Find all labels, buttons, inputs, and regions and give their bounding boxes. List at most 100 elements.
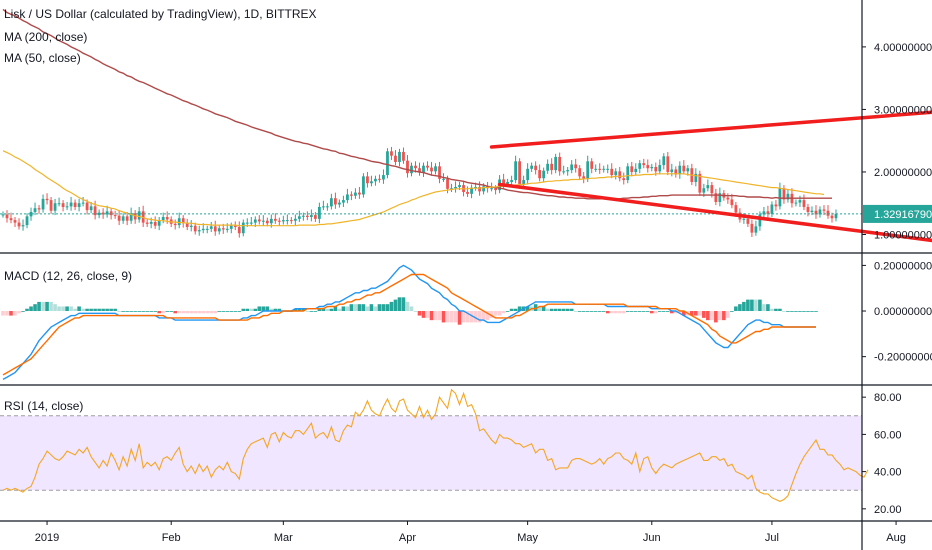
candle-body[interactable] (233, 225, 237, 227)
trendline-upper[interactable] (489, 109, 932, 149)
candle-body[interactable] (370, 181, 373, 184)
candle-body[interactable] (121, 216, 125, 221)
candle-body[interactable] (434, 166, 437, 172)
candle-body[interactable] (494, 188, 497, 191)
candle-body[interactable] (546, 163, 550, 171)
candle-body[interactable] (13, 220, 17, 223)
candle-body[interactable] (474, 186, 477, 188)
candle-body[interactable] (586, 161, 590, 179)
candle-body[interactable] (522, 180, 526, 185)
candle-body[interactable] (718, 193, 722, 202)
candle-body[interactable] (658, 165, 662, 172)
candle-body[interactable] (410, 165, 413, 174)
rsi-pane[interactable]: 80.00 60.00 40.00 20.00 RSI (14, close) (0, 388, 902, 516)
candle-body[interactable] (33, 208, 37, 212)
candle-body[interactable] (582, 176, 586, 179)
candle-body[interactable] (189, 225, 193, 227)
candle-body[interactable] (65, 206, 69, 208)
candle-body[interactable] (101, 212, 105, 215)
candle-body[interactable] (350, 194, 353, 196)
candle-body[interactable] (774, 204, 778, 207)
ma50-legend[interactable]: MA (50, close) (4, 51, 81, 65)
candle-body[interactable] (802, 200, 806, 207)
candle-body[interactable] (213, 226, 217, 232)
candle-body[interactable] (422, 165, 425, 173)
candle-body[interactable] (594, 168, 598, 170)
candle-body[interactable] (61, 203, 65, 207)
candle-body[interactable] (313, 215, 317, 219)
candle-body[interactable] (638, 163, 642, 169)
candle-body[interactable] (634, 168, 638, 172)
candle-body[interactable] (358, 192, 361, 195)
candle-body[interactable] (109, 211, 113, 216)
candle-body[interactable] (346, 194, 349, 201)
candle-body[interactable] (806, 206, 810, 212)
symbol-title[interactable]: Lisk / US Dollar (calculated by TradingV… (4, 7, 317, 21)
candle-body[interactable] (470, 187, 473, 194)
candle-body[interactable] (129, 213, 133, 221)
candle-body[interactable] (566, 170, 570, 172)
candle-body[interactable] (822, 209, 826, 211)
candle-body[interactable] (149, 221, 153, 224)
candle-body[interactable] (269, 218, 273, 224)
candle-body[interactable] (245, 222, 249, 224)
candle-body[interactable] (734, 205, 738, 213)
candle-body[interactable] (654, 166, 658, 172)
candle-body[interactable] (726, 197, 730, 200)
candle-body[interactable] (514, 161, 518, 181)
candle-body[interactable] (253, 219, 257, 223)
candle-body[interactable] (578, 168, 582, 177)
candle-body[interactable] (562, 171, 566, 173)
candle-body[interactable] (766, 211, 770, 214)
candle-body[interactable] (606, 168, 610, 170)
candle-body[interactable] (458, 185, 461, 187)
candle-body[interactable] (694, 173, 698, 182)
candle-body[interactable] (682, 165, 686, 172)
candle-body[interactable] (798, 200, 802, 203)
candle-body[interactable] (666, 156, 670, 172)
candle-body[interactable] (53, 203, 57, 211)
candle-body[interactable] (418, 168, 421, 173)
candle-body[interactable] (117, 215, 121, 221)
candle-body[interactable] (674, 169, 678, 175)
candle-body[interactable] (642, 163, 646, 166)
candle-body[interactable] (157, 220, 161, 226)
candle-body[interactable] (442, 178, 445, 180)
candle-body[interactable] (265, 220, 269, 224)
candle-body[interactable] (454, 186, 457, 189)
candle-body[interactable] (29, 211, 33, 217)
candle-body[interactable] (125, 216, 129, 221)
candle-body[interactable] (714, 193, 718, 202)
candle-body[interactable] (386, 151, 389, 176)
candle-body[interactable] (1, 214, 5, 216)
candle-body[interactable] (241, 222, 245, 234)
candle-body[interactable] (229, 225, 233, 229)
candle-body[interactable] (702, 188, 706, 193)
candle-body[interactable] (622, 178, 626, 181)
candle-body[interactable] (818, 209, 822, 215)
candle-body[interactable] (482, 186, 485, 192)
candle-body[interactable] (550, 163, 554, 171)
candle-body[interactable] (650, 166, 654, 169)
candle-body[interactable] (378, 178, 381, 180)
candle-body[interactable] (794, 202, 798, 204)
candle-body[interactable] (97, 212, 101, 216)
candle-body[interactable] (510, 180, 514, 182)
candle-body[interactable] (598, 168, 602, 170)
candle-body[interactable] (5, 214, 9, 219)
ma200-legend[interactable]: MA (200, close) (4, 30, 87, 44)
candle-body[interactable] (285, 220, 289, 222)
candle-body[interactable] (113, 215, 117, 217)
candle-body[interactable] (542, 170, 546, 179)
candle-body[interactable] (530, 165, 534, 169)
candle-body[interactable] (153, 221, 157, 226)
macd-pane[interactable]: 0.20000000 0.00000000 -0.20000000 MACD (12… (1, 260, 932, 381)
candle-body[interactable] (9, 218, 13, 221)
trendline-lower[interactable] (497, 182, 932, 245)
candle-body[interactable] (786, 193, 790, 200)
candle-body[interactable] (89, 206, 93, 211)
candle-body[interactable] (325, 206, 329, 208)
candle-body[interactable] (490, 188, 493, 190)
candle-body[interactable] (746, 218, 750, 224)
candle-body[interactable] (273, 218, 277, 221)
